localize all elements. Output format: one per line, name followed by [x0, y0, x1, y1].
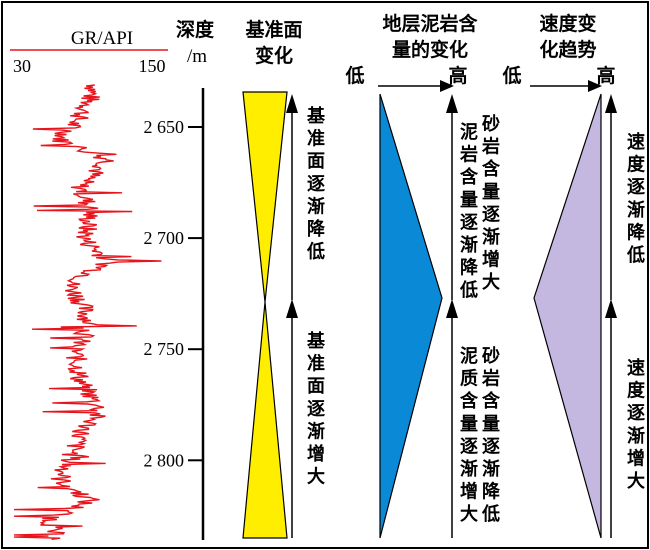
depth-tick-label-1: 2 700: [144, 228, 185, 248]
base-level-rising-wedge: [242, 301, 288, 539]
velocity-lower-text: 速度逐渐增大: [627, 357, 646, 492]
sand-content-lower-arrow-head: [446, 299, 458, 318]
gr-scale-min: 30: [13, 56, 31, 76]
depth-tick-label-2: 2 750: [144, 339, 185, 359]
velocity-low-label: 低: [501, 64, 521, 87]
sand-content-high-label: 高: [448, 64, 467, 87]
sand-content-scale-arrow: [440, 80, 454, 92]
velocity-high-label: 高: [596, 64, 615, 87]
gr-curve-label: GR/API: [71, 28, 133, 49]
base-level-falling-wedge: [242, 91, 288, 303]
velocity-scale-arrow: [588, 80, 602, 92]
base-level-lower-text: 基准面逐渐增大: [306, 330, 326, 488]
depth-tick-label-0: 2 650: [144, 117, 185, 137]
depth-header-line1: 深度: [176, 18, 215, 41]
sand-content-triangle: [379, 93, 443, 539]
velocity-triangle: [533, 93, 602, 539]
base-level-header-line2: 变化: [255, 44, 293, 67]
sand-content-upper-text-col1: 泥岩含量逐渐降低: [459, 121, 479, 301]
gr-scale-max: 150: [139, 56, 166, 76]
gr-log-curve: [13, 84, 162, 540]
velocity-header-line1: 速度变: [539, 12, 596, 35]
velocity-upper-text: 速度逐渐降低: [626, 131, 646, 266]
depth-ticks: 2 650 2 700 2 750 2 800: [144, 117, 203, 470]
depth-header-line2: /m: [187, 46, 207, 67]
sand-content-lower-text-col2: 砂岩含量逐渐降低: [481, 345, 501, 525]
velocity-header-line2: 化趋势: [539, 38, 596, 61]
sand-content-low-label: 低: [344, 64, 364, 87]
base-level-header-line1: 基准面: [244, 18, 302, 41]
sand-content-upper-text-col2: 砂岩含量逐渐增大: [481, 113, 501, 293]
sand-content-header-line2: 量的变化: [392, 38, 468, 61]
sand-content-lower-text-col1: 泥质含量逐渐增大: [460, 345, 479, 525]
depth-tick-label-3: 2 800: [144, 450, 185, 470]
base-level-lower-arrow-head: [286, 299, 298, 318]
base-level-upper-arrow-head: [286, 94, 298, 113]
sand-content-header-line1: 地层泥岩含: [382, 12, 478, 35]
velocity-upper-arrow-head: [605, 94, 617, 113]
sand-content-upper-arrow-head: [446, 94, 458, 113]
velocity-lower-arrow-head: [605, 299, 617, 318]
base-level-upper-text: 基准面逐渐降低: [306, 105, 326, 263]
